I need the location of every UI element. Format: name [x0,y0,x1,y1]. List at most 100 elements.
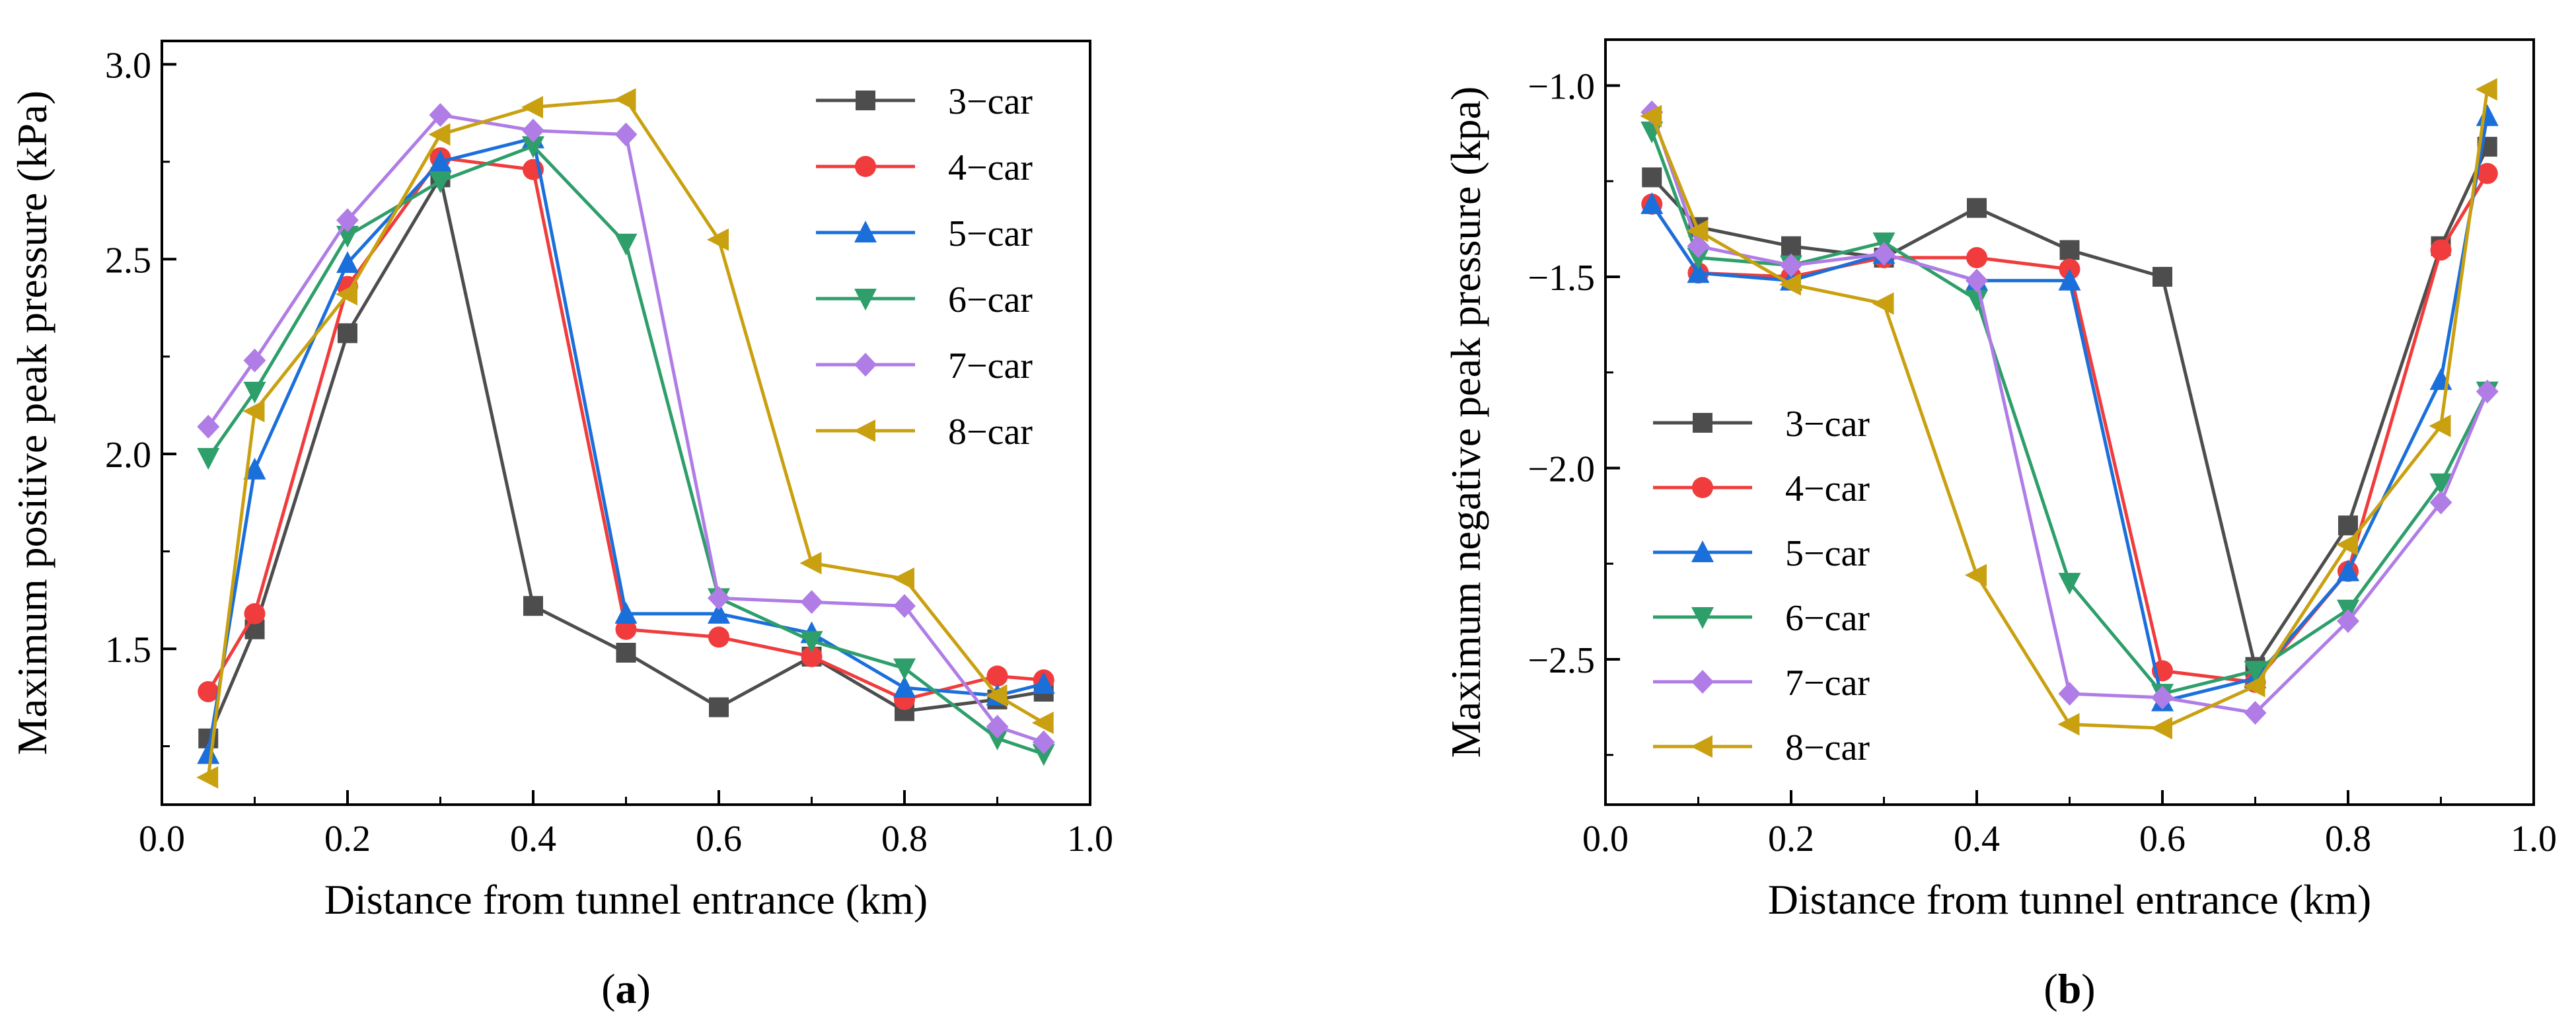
data-point-b-1-10 [2476,163,2498,184]
data-point-a-5-7 [799,552,822,575]
legend-marker-b-1 [1692,477,1713,498]
data-point-a-4-7 [800,590,823,614]
x-tick-label-b-5: 1.0 [2511,819,2557,859]
chart-b-svg: 0.0 0.2 0.4 0.6 0.8 1.0 −2.5 −2.0 −1.5 −1.0 Distan… [1442,38,2557,1012]
legend-item-b-0: 3−car [1653,404,1870,445]
chart-panel-b: 0.0 0.2 0.4 0.6 0.8 1.0 −2.5 −2.0 −1.5 −1.0 Distan… [1288,0,2576,1024]
legend-label-a-3: 6−car [948,279,1033,320]
data-point-a-4-9 [986,715,1009,739]
x-tick-label-b-1: 0.2 [1768,819,1814,859]
data-point-a-5-6 [707,228,729,251]
data-point-a-5-4 [521,96,543,119]
legend-marker-b-2 [1691,540,1714,562]
data-point-a-3-9 [986,728,1009,750]
data-point-b-0-8 [2338,515,2358,536]
x-tick-label-a-4: 0.8 [881,819,928,859]
y-tick-label-b-0: −2.5 [1527,640,1595,681]
chart-a-svg: 0.0 0.2 0.4 0.6 0.8 1.0 1.5 2.0 2.5 3.0 Distance f… [9,40,1113,1012]
y-tick-label-b-2: −1.5 [1527,258,1595,299]
legend-marker-a-2 [854,221,877,242]
panel-caption-b: (b) [2043,965,2095,1012]
data-point-b-5-8 [2336,533,2358,556]
data-point-a-5-10 [1031,712,1054,735]
legend-label-b-4: 7−car [1785,663,1870,704]
legend-label-b-1: 4−car [1785,468,1870,509]
data-point-b-5-7 [2243,675,2265,698]
data-point-a-5-2 [336,283,357,306]
legend-item-b-3: 6−car [1653,598,1870,639]
legend-item-a-2: 5−car [816,213,1033,254]
data-point-a-1-0 [198,680,219,702]
y-tick-label-a-2: 2.5 [105,240,151,281]
data-point-a-5-8 [893,567,914,590]
series-b-5 [1640,78,2497,740]
data-point-b-4-10 [2476,379,2499,404]
data-point-b-4-1 [1687,234,1710,258]
data-point-a-1-7 [801,645,823,667]
data-point-b-1-4 [1966,247,1987,269]
data-point-b-4-7 [2244,701,2267,725]
data-point-a-5-1 [242,400,265,423]
data-point-b-5-4 [1965,564,1987,587]
series-b-3 [1640,121,2499,706]
legend-label-a-1: 4−car [948,147,1033,188]
data-point-b-5-3 [1872,292,1894,315]
data-point-b-3-4 [1966,289,1988,312]
legend-item-a-3: 6−car [816,279,1033,320]
data-point-a-2-3 [429,149,452,172]
y-tick-label-a-1: 2.0 [105,435,151,476]
data-point-a-0-6 [709,697,729,717]
data-point-b-4-5 [2058,682,2081,706]
data-point-a-4-10 [1032,730,1055,754]
series-line-b-4 [1650,112,2489,715]
data-point-a-3-3 [429,171,452,194]
data-point-a-1-1 [244,603,266,624]
legend-item-a-1: 4−car [816,147,1033,188]
data-point-a-3-7 [800,631,823,653]
data-point-a-4-3 [429,103,452,128]
data-point-a-4-5 [614,122,638,147]
chart-panel-a: 0.0 0.2 0.4 0.6 0.8 1.0 1.5 2.0 2.5 3.0 Distance f… [9,40,1113,1012]
y-tick-label-b-1: −2.0 [1527,449,1595,490]
data-point-a-3-0 [197,448,220,470]
legend-marker-a-0 [856,91,875,110]
data-point-a-3-8 [893,658,916,680]
data-point-a-2-5 [614,602,638,624]
data-point-b-1-9 [2430,239,2452,261]
data-point-a-2-10 [1032,672,1055,694]
data-point-b-5-5 [2057,713,2080,736]
data-point-a-3-4 [522,136,544,159]
legend-label-b-2: 5−car [1785,533,1870,574]
data-point-a-4-6 [708,586,730,610]
data-point-a-1-5 [615,618,637,640]
legend-item-a-5: 8−car [816,412,1033,453]
data-point-b-3-9 [2429,473,2452,495]
legend-marker-b-0 [1693,413,1712,433]
x-tick-label-b-3: 0.6 [2139,819,2186,859]
data-point-b-2-0 [1640,192,1664,214]
legend-label-b-0: 3−car [1785,404,1870,445]
legend-item-b-5: 8−car [1653,727,1870,768]
series-line-a-5 [206,97,1045,778]
x-tick-label-a-0: 0.0 [139,819,185,859]
data-point-b-4-9 [2429,490,2452,515]
legend-marker-a-5 [854,420,875,442]
data-point-b-5-6 [2151,717,2172,740]
data-point-a-3-5 [614,233,638,256]
x-tick-label-a-3: 0.6 [696,819,742,859]
data-point-a-3-10 [1032,744,1055,766]
legend-marker-a-1 [855,156,876,177]
data-point-a-4-2 [336,208,359,233]
y-tick-label-a-3: 3.0 [105,45,151,86]
series-b-2 [1640,104,2499,712]
y-tick-label-a-0: 1.5 [105,630,151,671]
data-point-b-2-8 [2337,559,2359,581]
y-axis-title-a: Maximum positive peak pressure (kPa) [9,91,55,755]
data-point-b-5-2 [1779,273,1801,296]
data-point-b-4-6 [2151,685,2174,710]
data-point-a-2-6 [708,602,730,624]
data-point-a-5-9 [985,684,1008,707]
data-point-b-4-4 [1966,268,1988,293]
data-point-a-4-8 [893,594,916,618]
data-point-b-0-5 [2059,240,2080,260]
